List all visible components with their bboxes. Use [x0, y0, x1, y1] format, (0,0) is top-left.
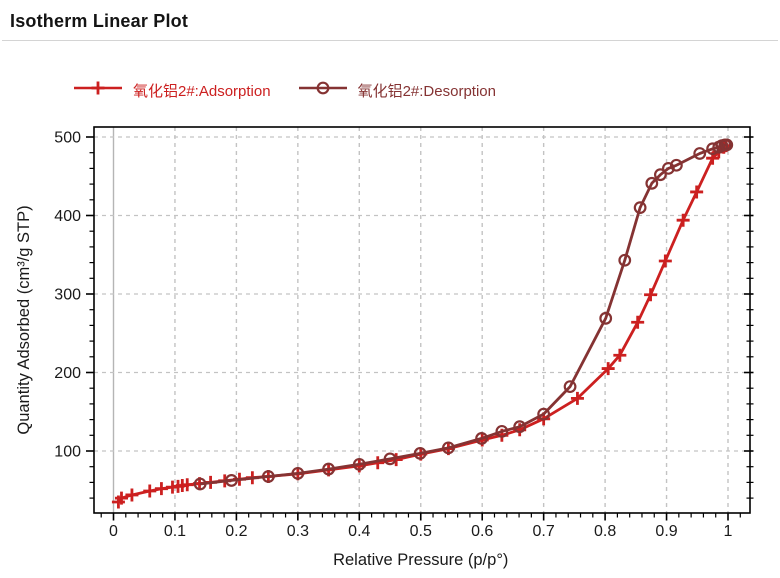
- svg-text:0.7: 0.7: [533, 523, 555, 540]
- chart-legend: 氧化铝2#:Adsorption 氧化铝2#:Desorption: [72, 79, 496, 102]
- adsorption-line-plus-icon: [72, 79, 124, 102]
- svg-text:0: 0: [109, 523, 118, 540]
- legend-item-desorption: 氧化铝2#:Desorption: [297, 79, 496, 102]
- isotherm-chart: 0 0.1 0.2 0.3 0.4 0.5 0.6 0.7 0.8 0.9 1 100 200 300 40…: [15, 126, 754, 569]
- svg-text:400: 400: [54, 208, 81, 225]
- svg-text:300: 300: [54, 287, 81, 304]
- legend-label-desorption: 氧化铝2#:Desorption: [357, 83, 496, 100]
- svg-text:0.2: 0.2: [225, 523, 247, 540]
- svg-text:500: 500: [54, 130, 81, 147]
- svg-text:0.3: 0.3: [287, 523, 309, 540]
- svg-text:Relative Pressure (p/p°): Relative Pressure (p/p°): [333, 551, 508, 569]
- svg-text:1: 1: [724, 523, 733, 540]
- svg-text:0.1: 0.1: [164, 523, 186, 540]
- title-divider: [2, 40, 778, 41]
- svg-text:0.5: 0.5: [410, 523, 432, 540]
- legend-item-adsorption: 氧化铝2#:Adsorption: [72, 79, 271, 102]
- svg-text:Quantity Adsorbed (cm³/g STP): Quantity Adsorbed (cm³/g STP): [15, 205, 33, 434]
- page-title: Isotherm Linear Plot: [10, 11, 189, 31]
- isotherm-chart-area: 0 0.1 0.2 0.3 0.4 0.5 0.6 0.7 0.8 0.9 1 100 200 300 40…: [0, 100, 780, 578]
- legend-label-adsorption: 氧化铝2#:Adsorption: [133, 83, 271, 100]
- svg-text:100: 100: [54, 444, 81, 461]
- svg-text:0.6: 0.6: [471, 523, 493, 540]
- svg-text:200: 200: [54, 365, 81, 382]
- svg-text:0.4: 0.4: [348, 523, 370, 540]
- svg-text:0.9: 0.9: [655, 523, 677, 540]
- desorption-line-circle-icon: [297, 79, 349, 102]
- svg-text:0.8: 0.8: [594, 523, 616, 540]
